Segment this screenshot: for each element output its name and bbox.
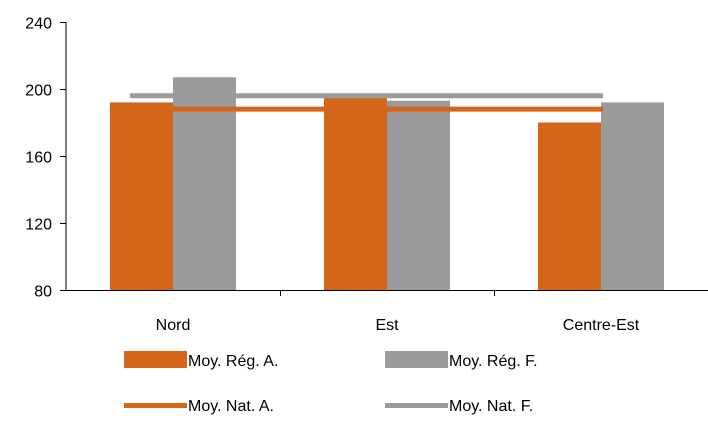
legend-label-1: Moy. Rég. F.	[449, 353, 538, 370]
x-tick-label: Est	[375, 317, 399, 334]
y-tick-label: 240	[25, 16, 52, 33]
legend-label-2: Moy. Nat. A.	[188, 398, 274, 415]
legend-label-0: Moy. Rég. A.	[188, 353, 278, 370]
bar-f-centre-est	[601, 102, 664, 291]
x-tick-label: Centre-Est	[563, 317, 640, 334]
bar-a-nord	[110, 102, 173, 291]
x-tick-label: Nord	[156, 317, 191, 334]
legend-label-3: Moy. Nat. F.	[449, 398, 533, 415]
bar-f-est	[387, 100, 450, 290]
y-tick-label: 200	[25, 83, 52, 100]
national-lines-group	[130, 93, 603, 112]
y-tick-label: 160	[25, 150, 52, 167]
legend-swatch-0	[124, 351, 187, 368]
y-tick-label: 120	[25, 217, 52, 234]
bar-a-centre-est	[538, 122, 601, 290]
axes-group: 80 120 160 200 240 Nord Est Centre-Est	[25, 16, 708, 334]
legend-swatch-1	[385, 351, 448, 368]
y-tick-label: 80	[34, 284, 52, 301]
bar-a-est	[324, 97, 387, 290]
legend: Moy. Rég. A. Moy. Rég. F. Moy. Nat. A. Moy.…	[124, 351, 538, 415]
bars-group	[110, 77, 664, 291]
bar-f-nord	[173, 77, 236, 291]
